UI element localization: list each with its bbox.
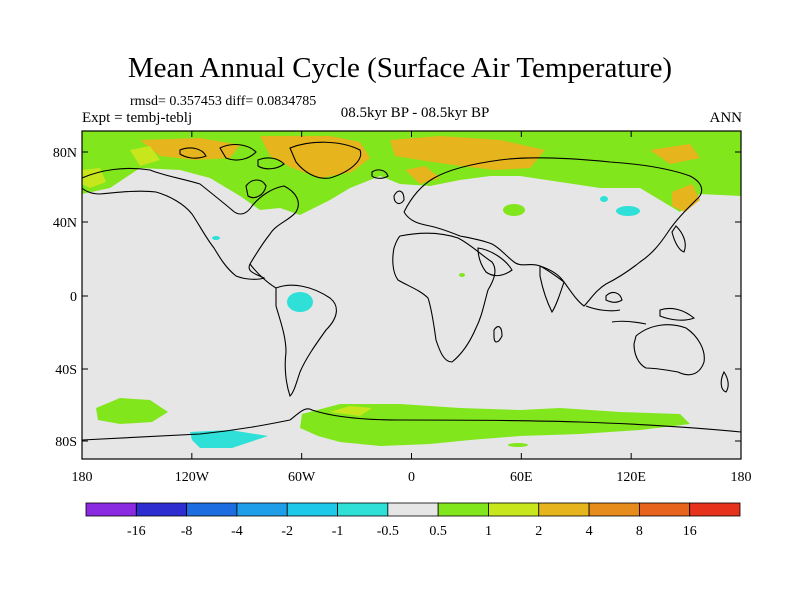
east-siberia-warm [650, 144, 700, 164]
longitude-axis: 180 120W 60W 0 60E 120E 180 [72, 131, 752, 485]
colorbar-label: 4 [586, 524, 593, 539]
antarctica-warm [300, 404, 690, 446]
lon-label: 120E [616, 470, 646, 485]
lat-label: 80N [53, 146, 77, 161]
anomaly-shading [82, 131, 741, 448]
siberia-warm [390, 136, 545, 170]
colorbar-label: -0.5 [377, 524, 399, 539]
us-cool [212, 236, 220, 240]
lat-label: 0 [70, 290, 77, 305]
colorbar-label: 1 [485, 524, 492, 539]
colorbar-label: 2 [535, 524, 542, 539]
colorbar-swatch [689, 502, 741, 517]
coastlines [82, 141, 741, 441]
antarctica-warm-blotch [508, 443, 528, 447]
colorbar-label: -8 [181, 524, 193, 539]
period-label: 08.5kyr BP - 08.5kyr BP [340, 105, 490, 121]
lon-label: 120W [175, 470, 210, 485]
plot-title: Mean Annual Cycle (Surface Air Temperatu… [127, 52, 673, 84]
colorbar-label: 16 [683, 524, 697, 539]
colorbar-label: 0.5 [429, 524, 447, 539]
alaska-warm [82, 168, 106, 188]
colorbar-swatch [236, 502, 288, 517]
lon-label: 180 [72, 470, 93, 485]
lon-label: 60W [288, 470, 316, 485]
south-pacific-warm [96, 398, 168, 424]
latitude-axis: 80N 40N 0 40S 80S [53, 146, 741, 450]
lon-label: 0 [408, 470, 415, 485]
colorbar-swatch [286, 502, 338, 517]
colorbar-labels: -16 -8 -4 -2 -1 -0.5 0.5 1 2 4 8 16 [127, 524, 697, 539]
colorbar-swatch [437, 502, 489, 517]
colorbar-label: -4 [231, 524, 243, 539]
lon-label: 180 [731, 470, 752, 485]
colorbar-swatch [186, 502, 238, 517]
colorbar-swatch [638, 502, 691, 517]
colorbar-swatch [387, 502, 439, 517]
africa-warm [459, 273, 465, 277]
colorbar-swatch [337, 502, 389, 517]
colorbar-label: -1 [332, 524, 344, 539]
season-label: ANN [709, 110, 743, 126]
stats-text: rmsd= 0.357453 diff= 0.0834785 [130, 94, 317, 109]
colorbar-swatch [588, 502, 640, 517]
colorbar-label: -2 [281, 524, 293, 539]
colorbar [85, 502, 741, 517]
greenland-warm [260, 136, 370, 178]
lat-label: 80S [55, 435, 77, 450]
colorbar-swatch [135, 502, 188, 517]
canada-yellowgreen [130, 146, 160, 166]
colorbar-label: 8 [636, 524, 643, 539]
kamchatka-warm [672, 184, 700, 212]
central-asia-warm [503, 204, 525, 216]
amazon-cool [287, 292, 313, 312]
lon-label: 60E [510, 470, 533, 485]
colorbar-swatch [85, 502, 137, 517]
tibet-cool [600, 196, 608, 202]
antarctica-cool [190, 430, 268, 448]
mongolia-cool [616, 206, 640, 216]
colorbar-swatch [538, 502, 590, 517]
experiment-label: Expt = tembj-teblj [82, 110, 193, 126]
colorbar-label: -16 [127, 524, 146, 539]
colorbar-swatch [488, 502, 540, 517]
lat-label: 40S [55, 363, 77, 378]
antarctica-warm-core [330, 406, 372, 416]
lat-label: 40N [53, 216, 77, 231]
canada-warm [140, 138, 240, 160]
